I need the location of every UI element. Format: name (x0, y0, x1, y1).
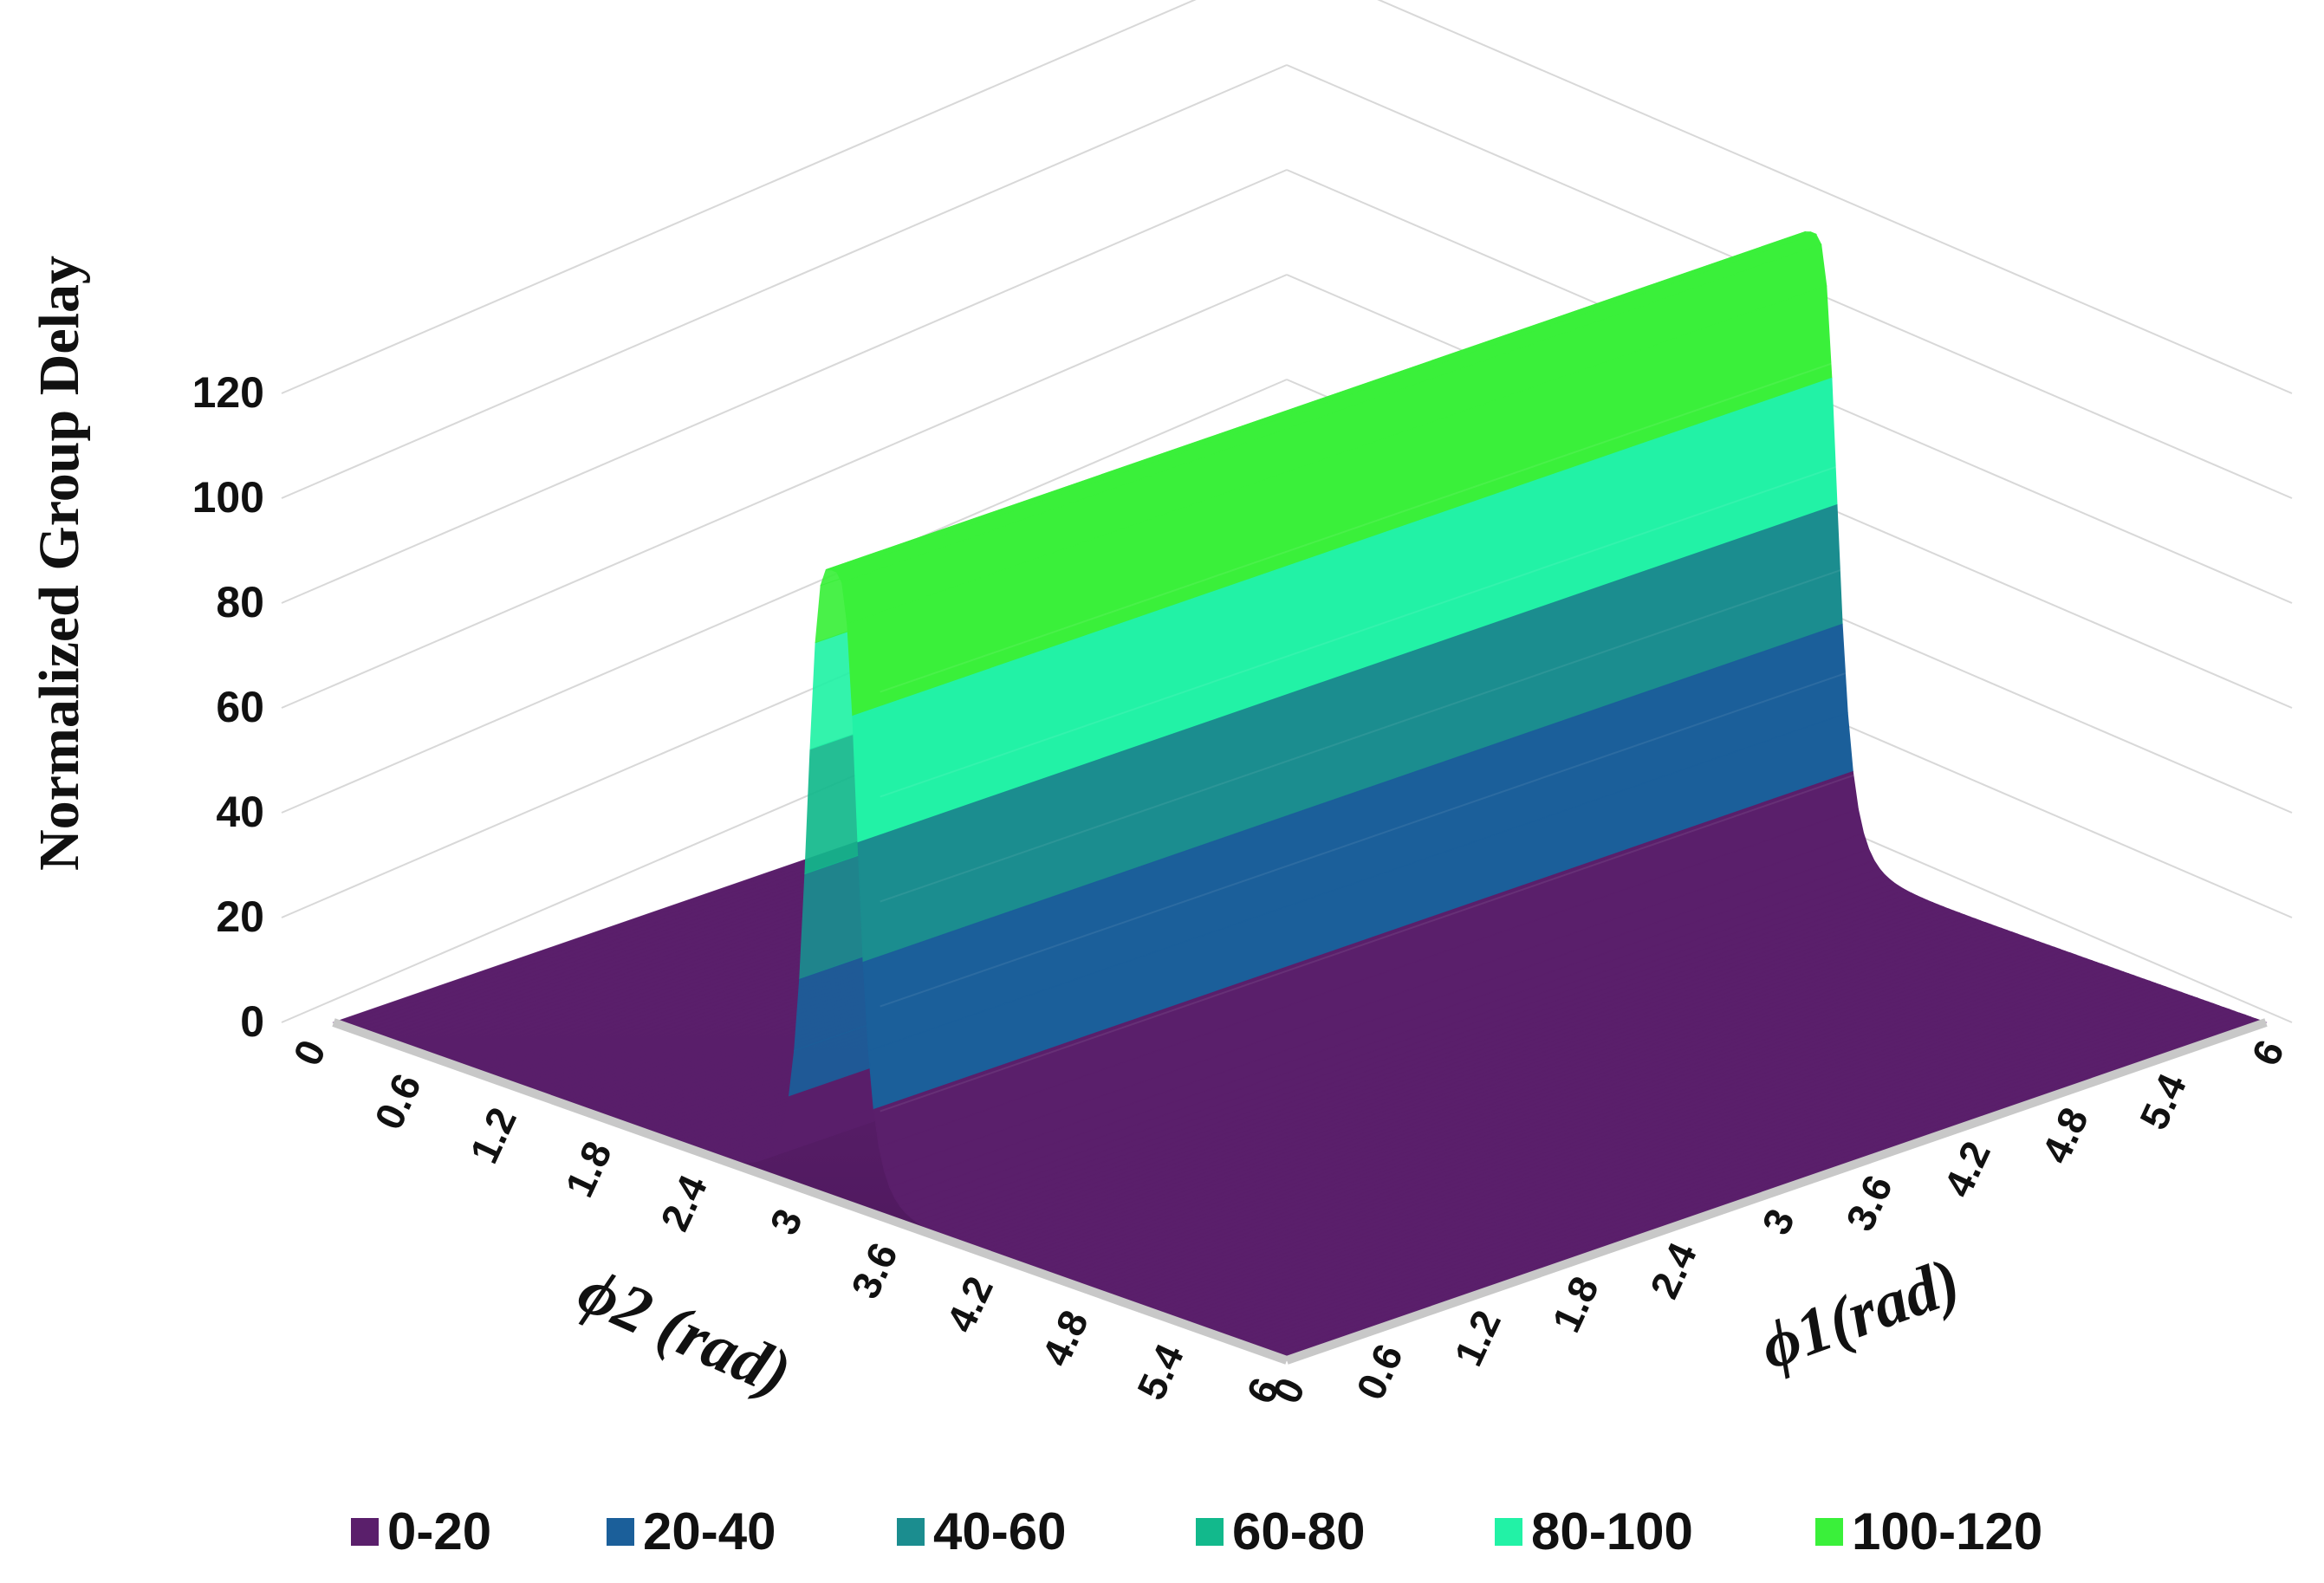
legend-swatch (1815, 1518, 1843, 1546)
z-tick-label: 100 (192, 473, 264, 522)
phi1-tick-label: 3 (1753, 1202, 1803, 1241)
gridline-left (281, 274, 1288, 709)
phi2-tick-label: 2.4 (652, 1168, 716, 1237)
phi2-tick-label: 3 (761, 1202, 811, 1241)
phi1-axis-title: ϕ1(rad) (1750, 1244, 1970, 1383)
legend-label: 40-60 (933, 1502, 1066, 1560)
legend-swatch (607, 1518, 634, 1546)
phi2-tick-label: 0.6 (366, 1067, 430, 1136)
phi1-tick-label: 1.2 (1445, 1303, 1509, 1372)
z-tick-label: 40 (216, 788, 264, 836)
legend: 0-20 20-40 40-60 60-80 80-100 100-120 (351, 1502, 2042, 1560)
phi1-tick-label: 3.6 (1837, 1168, 1901, 1237)
legend-item: 0-20 (351, 1502, 491, 1560)
legend-swatch (1196, 1518, 1224, 1546)
phi1-tick-label: 6 (2243, 1033, 2293, 1072)
legend-label: 20-40 (643, 1502, 776, 1560)
phi2-tick-label: 1.2 (461, 1100, 525, 1170)
legend-label: 100-120 (1852, 1502, 2042, 1560)
phi2-axis-title: ϕ2 (rad) (568, 1253, 802, 1410)
z-tick-label: 0 (240, 997, 264, 1046)
legend-label: 60-80 (1232, 1502, 1365, 1560)
phi2-tick-label: 3.6 (842, 1236, 906, 1305)
phi1-tick-label: 4.8 (2033, 1100, 2097, 1170)
phi2-tick-label: 0 (284, 1033, 334, 1072)
z-tick-label: 20 (216, 892, 264, 941)
legend-label: 80-100 (1531, 1502, 1693, 1560)
phi2-tick-label: 1.8 (556, 1134, 620, 1203)
legend-swatch (351, 1518, 379, 1546)
legend-item: 40-60 (897, 1502, 1066, 1560)
contour-line (880, 562, 1860, 903)
z-axis-title: Normalized Group Delay (28, 256, 91, 871)
legend-swatch (1495, 1518, 1522, 1546)
gridline-left (281, 379, 1288, 814)
gridline-left (281, 64, 1288, 499)
contour-line (880, 772, 1860, 1113)
legend-swatch (897, 1518, 925, 1546)
phi1-tick-label: 5.4 (2131, 1067, 2195, 1136)
legend-item: 80-100 (1495, 1502, 1693, 1560)
phi2-tick-label: 4.2 (938, 1269, 1002, 1339)
legend-item: 60-80 (1196, 1502, 1365, 1560)
contour-line (880, 667, 1860, 1008)
contour-line (880, 353, 1860, 693)
phi1-tick-label: 1.8 (1543, 1269, 1607, 1339)
ridge-surface (332, 230, 2268, 1361)
gridline-right (1377, 0, 2293, 394)
z-tick-label: 60 (216, 683, 264, 731)
gridline-left (281, 0, 1197, 394)
phi1-tick-label: 2.4 (1641, 1236, 1705, 1305)
z-tick-label: 120 (192, 368, 264, 417)
z-tick-label: 80 (216, 578, 264, 626)
phi2-axis-line (332, 1018, 1289, 1365)
z-axis-ticks: 0 20 40 60 80 100 120 (192, 368, 264, 1046)
phi2-tick-label: 5.4 (1128, 1337, 1192, 1406)
phi1-axis-line (1285, 1018, 2268, 1365)
contour-line (880, 457, 1860, 798)
legend-item: 20-40 (607, 1502, 776, 1560)
legend-label: 0-20 (387, 1502, 491, 1560)
legend-item: 100-120 (1815, 1502, 2042, 1560)
phi1-tick-label: 0.6 (1347, 1337, 1412, 1406)
phi2-tick-label: 4.8 (1033, 1303, 1097, 1372)
gridline-left (281, 169, 1288, 604)
phi1-tick-label: 4.2 (1935, 1134, 1999, 1203)
